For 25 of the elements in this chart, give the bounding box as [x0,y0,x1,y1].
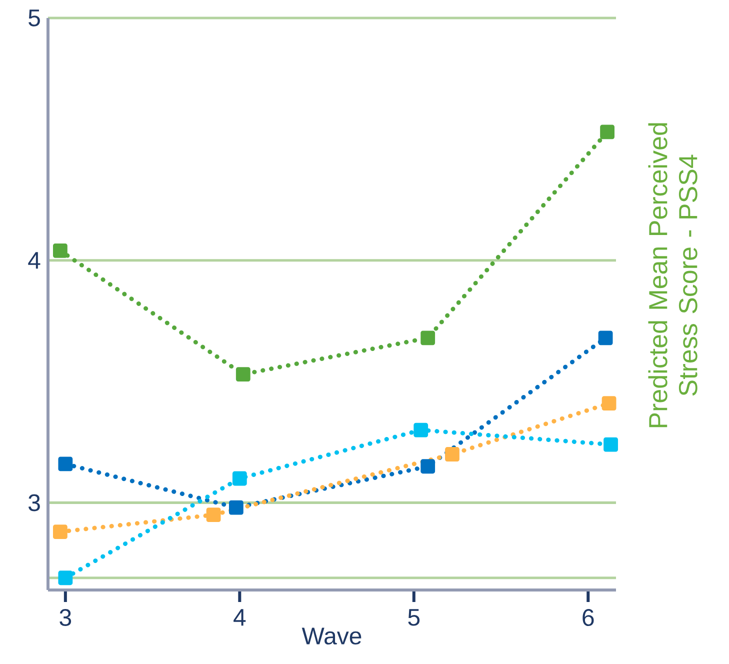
y-tick-label: 4 [28,252,40,269]
point [206,508,221,522]
point [53,524,68,540]
x-tick-label: 4 [234,609,246,626]
point [236,367,250,382]
point [228,500,244,515]
point [420,459,436,474]
x-tick-label: 5 [408,609,420,626]
point [58,570,73,586]
point [598,330,613,346]
x-tick-label: 6 [582,609,594,626]
point [414,422,428,438]
point [232,471,247,486]
x-tick-label: 3 [60,609,72,626]
y-tick-label: 3 [28,494,40,512]
point [58,456,73,472]
point [602,396,616,411]
point [420,330,436,346]
y-axis-title: Predicted Mean Perceived Stress Score - PSS4 [648,123,698,428]
point [53,243,68,258]
point [604,437,618,452]
y-tick-label: 5 [28,10,40,26]
point [600,124,614,140]
point [445,447,460,462]
x-axis-title: Wave [302,628,362,645]
